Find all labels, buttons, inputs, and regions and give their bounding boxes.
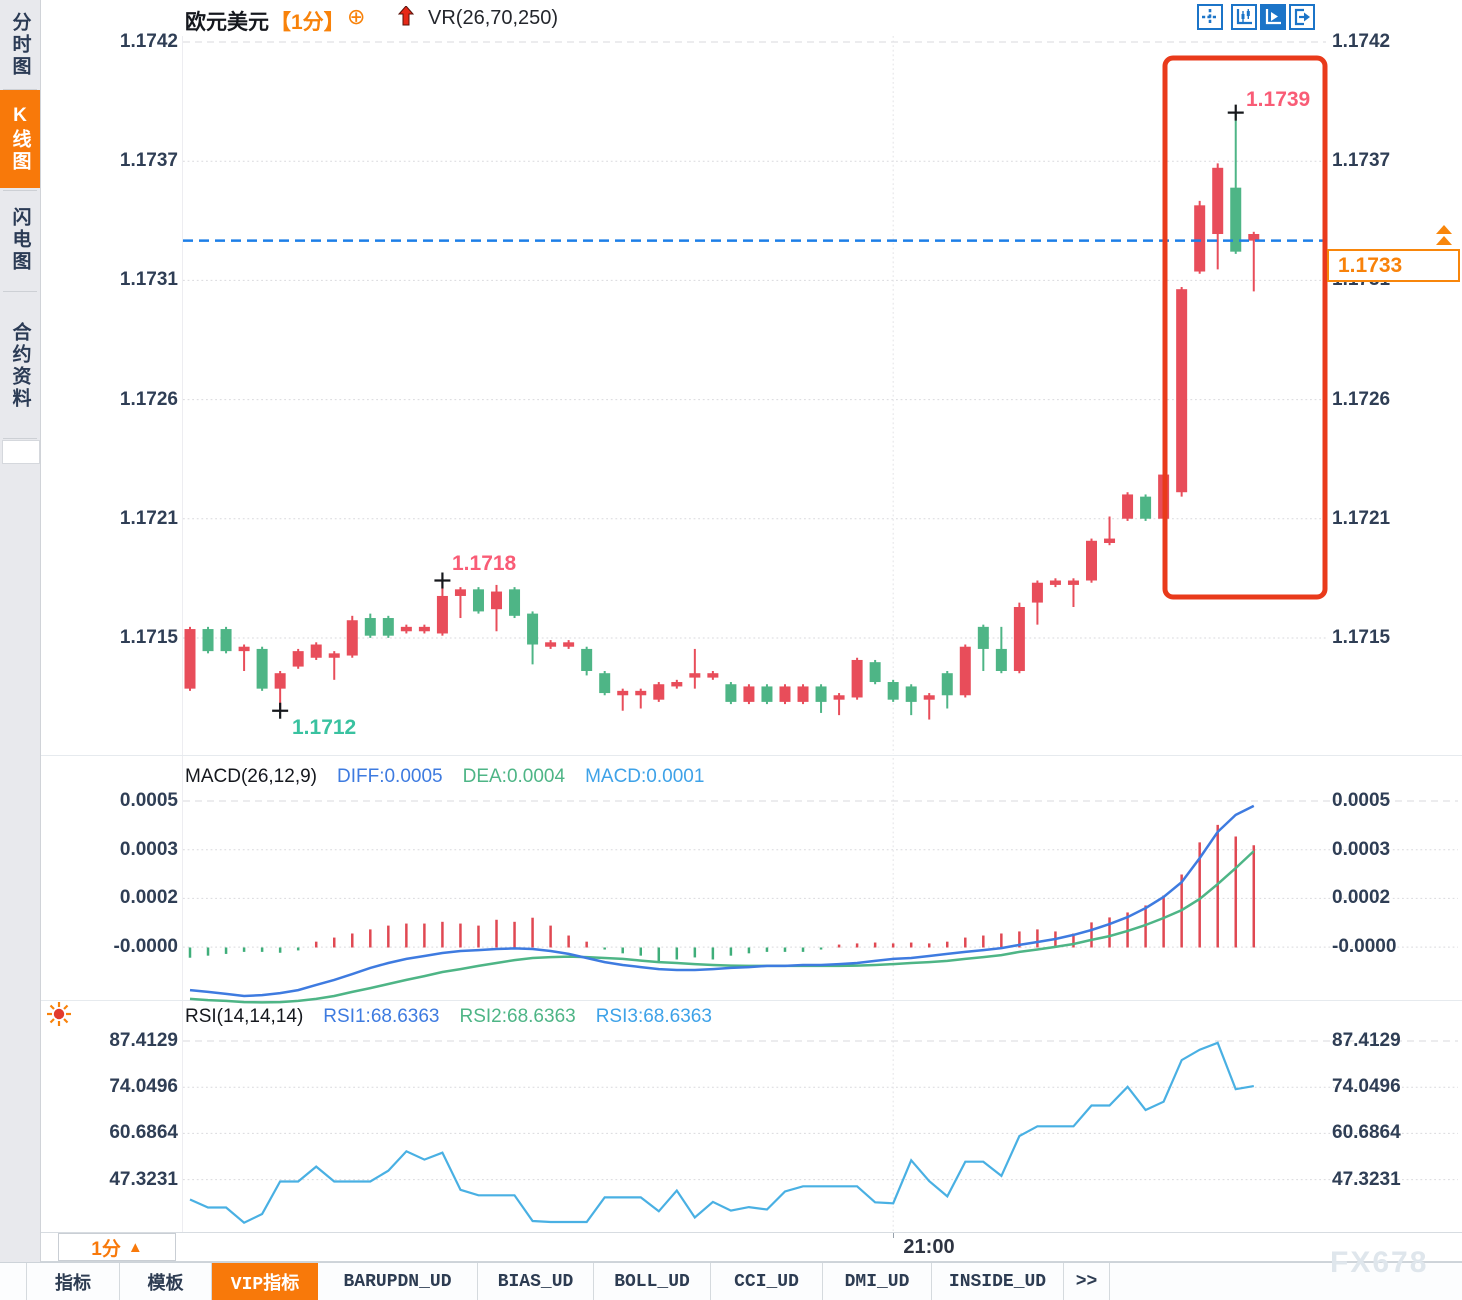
- macd-axis-tick: 0.0003: [1332, 838, 1391, 860]
- time-tick: [893, 1233, 894, 1238]
- sidebar-spacer: [2, 440, 40, 464]
- tab-cci-ud[interactable]: CCI_UD: [711, 1263, 823, 1300]
- rsi-axis-tick: 60.6864: [1332, 1122, 1401, 1144]
- tab-boll-ud[interactable]: BOLL_UD: [594, 1263, 711, 1300]
- price-axis-tick: 1.1731: [119, 269, 178, 291]
- high-price-label: 1.1739: [1246, 88, 1311, 111]
- tab-bias-ud[interactable]: BIAS_UD: [478, 1263, 594, 1300]
- sidebar: 分时图 K线图 闪电图 合约资料: [0, 0, 41, 1262]
- tab-dmi-ud[interactable]: DMI_UD: [823, 1263, 932, 1300]
- macd-axis-tick: 0.0002: [119, 887, 178, 909]
- sidebar-divider: [3, 190, 37, 191]
- vr-indicator-label: VR(26,70,250): [428, 7, 559, 29]
- swing-high-label: 1.1718: [452, 552, 517, 575]
- macd-diff-value: DIFF:0.0005: [337, 766, 443, 787]
- axis-play-icon: [1265, 9, 1281, 25]
- crosshair-tool-button[interactable]: [1197, 4, 1223, 30]
- axis-play-tool-button[interactable]: [1260, 4, 1286, 30]
- sidebar-tab-kline-chart[interactable]: K线图: [0, 90, 40, 188]
- rsi2-value: RSI2:68.6363: [459, 1006, 576, 1027]
- tab-indicators[interactable]: 指标: [27, 1263, 120, 1300]
- rsi-axis-tick: 47.3231: [109, 1168, 178, 1190]
- rsi-axis-tick: 87.4129: [109, 1030, 178, 1051]
- price-axis-tick: 1.1721: [1332, 507, 1391, 529]
- tab-templates[interactable]: 模板: [120, 1263, 212, 1300]
- axis-candles-tool-button[interactable]: [1231, 4, 1257, 30]
- macd-axis-tick: -0.0000: [1332, 936, 1397, 958]
- price-axis-tick: 1.1737: [1332, 150, 1391, 172]
- triangle-up-icon: ▲: [127, 1238, 143, 1256]
- current-price-value: 1.1733: [1338, 253, 1403, 277]
- macd-axis-tick: 0.0005: [1332, 790, 1391, 811]
- tab-vip-indicators[interactable]: VIP指标: [212, 1263, 318, 1300]
- price-axis-tick: 1.1715: [1332, 627, 1391, 648]
- sidebar-tab-contract-info[interactable]: 合约资料: [9, 322, 31, 410]
- rsi-axis-tick: 87.4129: [1332, 1030, 1401, 1051]
- collapse-right-icon: [1294, 8, 1310, 26]
- symbol-title: 欧元美元: [185, 11, 269, 34]
- sidebar-divider: [3, 438, 37, 439]
- sidebar-divider: [3, 89, 37, 90]
- price-axis-tick: 1.1715: [119, 627, 178, 648]
- sidebar-divider: [3, 291, 37, 292]
- macd-axis-tick: -0.0000: [113, 936, 178, 958]
- price-axis-tick: 1.1737: [119, 150, 178, 172]
- price-axis-tick: 1.1742: [119, 31, 178, 52]
- interval-label: 1分: [91, 1238, 121, 1260]
- price-axis-tick: 1.1721: [119, 507, 178, 529]
- rsi1-value: RSI1:68.6363: [323, 1006, 440, 1027]
- macd-axis-tick: 0.0003: [119, 838, 178, 860]
- sidebar-tab-time-chart[interactable]: 分时图: [9, 12, 31, 78]
- rsi-axis-tick: 60.6864: [109, 1122, 178, 1144]
- add-indicator-icon[interactable]: ⊕: [347, 4, 366, 29]
- low-price-label: 1.1712: [292, 716, 357, 739]
- price-axis-tick: 1.1726: [1332, 388, 1391, 410]
- tab-barupdn-ud[interactable]: BARUPDN_UD: [318, 1263, 478, 1300]
- double-up-arrow-icon: [1434, 224, 1454, 253]
- price-axis-tick: 1.1726: [119, 388, 178, 410]
- tab-inside-ud[interactable]: INSIDE_UD: [932, 1263, 1064, 1300]
- sun-icon[interactable]: [46, 1001, 72, 1032]
- collapse-right-tool-button[interactable]: [1289, 4, 1315, 30]
- rsi-axis-tick: 74.0496: [109, 1076, 178, 1098]
- sidebar-tab-lightning-chart[interactable]: 闪电图: [9, 207, 31, 273]
- rsi-axis-tick: 47.3231: [1332, 1168, 1401, 1190]
- macd-axis-tick: 0.0002: [1332, 887, 1391, 909]
- macd-dea-value: DEA:0.0004: [462, 766, 566, 787]
- rsi3-value: RSI3:68.6363: [595, 1006, 712, 1027]
- up-arrow-icon: [397, 5, 415, 31]
- time-axis-row: [40, 1232, 1462, 1262]
- macd-macd-value: MACD:0.0001: [585, 766, 705, 787]
- interval-tag: 【1分】: [270, 11, 345, 34]
- price-axis-tick: 1.1742: [1332, 31, 1391, 52]
- tab-more[interactable]: >>: [1064, 1263, 1110, 1300]
- rsi-title: RSI(14,14,14): [185, 1006, 304, 1027]
- time-axis-label: 21:00: [903, 1236, 955, 1258]
- macd-axis-tick: 0.0005: [119, 790, 178, 811]
- tabbar-corner-cell: [0, 1263, 27, 1300]
- current-price-box: 1.1733: [1327, 249, 1460, 282]
- interval-selector-button[interactable]: 1分 ▲: [58, 1233, 176, 1261]
- crosshair-icon: [1202, 9, 1218, 25]
- macd-title: MACD(26,12,9): [185, 766, 317, 787]
- axis-candles-icon: [1236, 9, 1252, 25]
- rsi-header: RSI(14,14,14) RSI1:68.6363 RSI2:68.6363 …: [185, 1006, 712, 1028]
- indicator-tab-bar: 指标 模板 VIP指标 BARUPDN_UD BIAS_UD BOLL_UD C…: [0, 1262, 1462, 1300]
- macd-header: MACD(26,12,9) DIFF:0.0005 DEA:0.0004 MAC…: [185, 766, 704, 788]
- rsi-axis-tick: 74.0496: [1332, 1076, 1401, 1098]
